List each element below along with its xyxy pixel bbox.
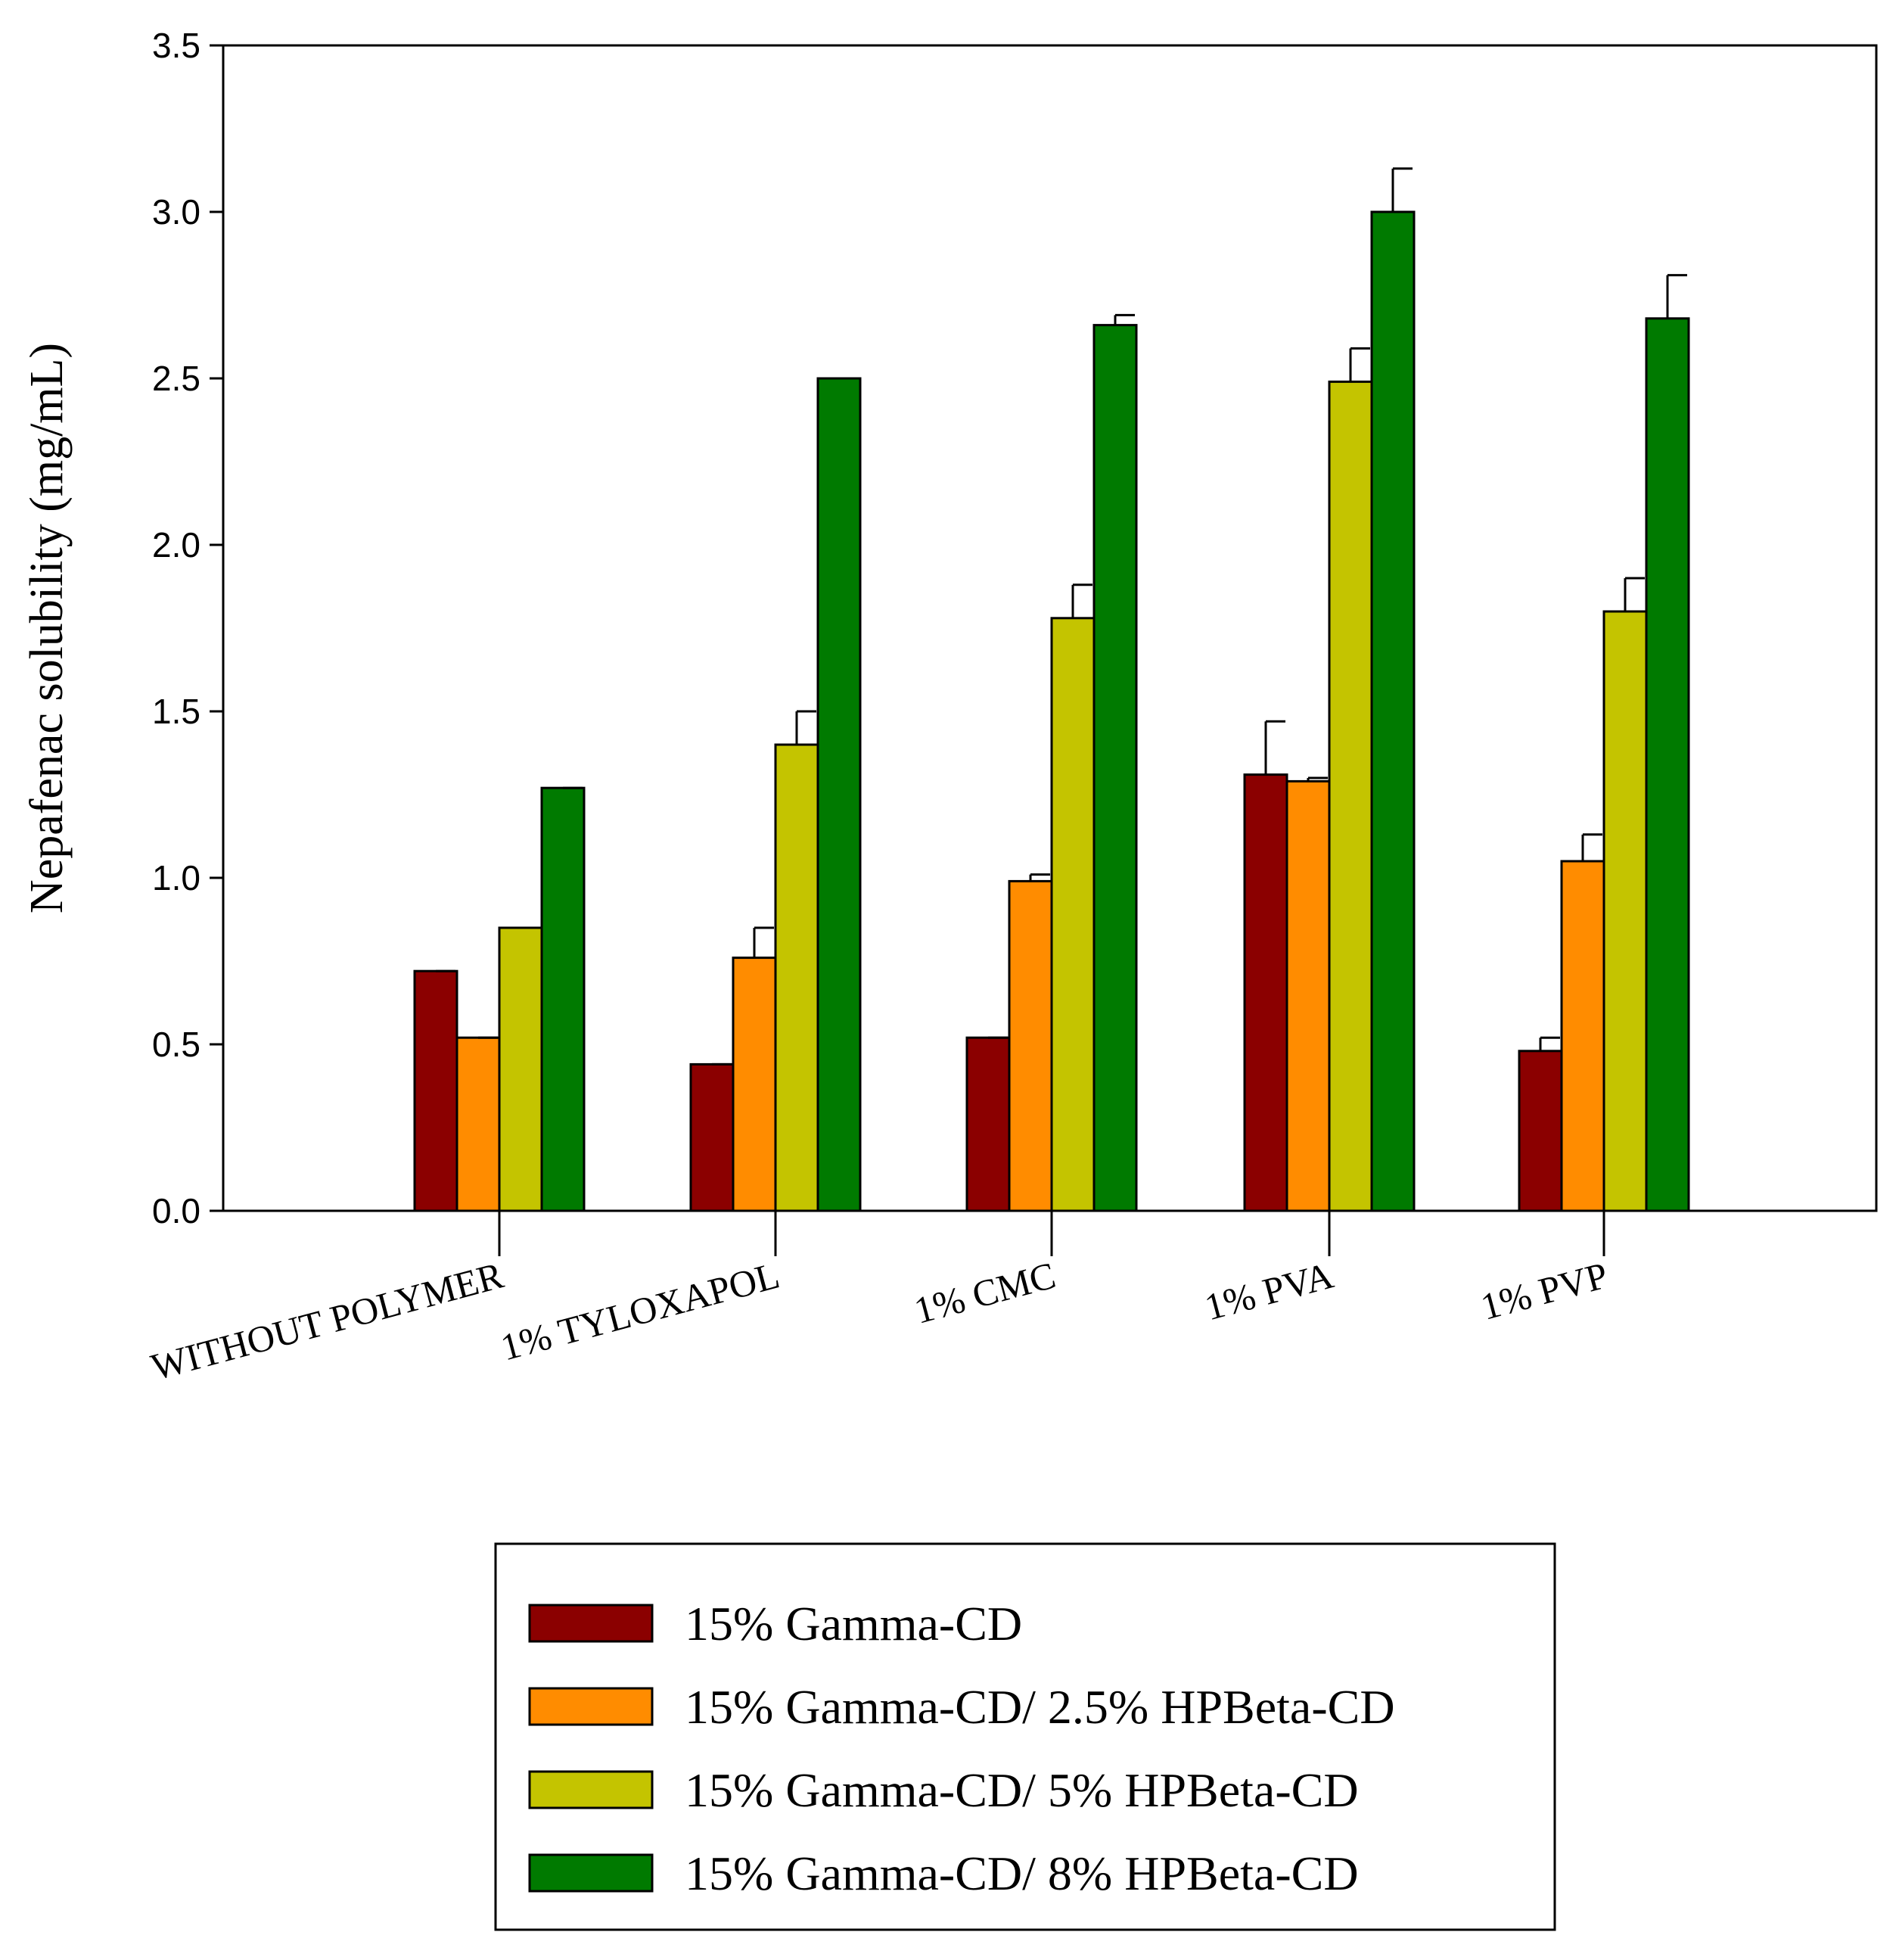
bar-4-2 bbox=[816, 377, 862, 1212]
bar-2-5 bbox=[1560, 860, 1605, 1212]
legend-label: 15% Gamma-CD/ 5% HPBeta-CD bbox=[685, 1763, 1359, 1817]
bar-4-3 bbox=[1092, 324, 1138, 1212]
bar-1-3 bbox=[965, 1036, 1011, 1212]
y-tick-label: 0.5 bbox=[152, 1025, 200, 1064]
bar-3-5 bbox=[1602, 610, 1648, 1212]
legend-label: 15% Gamma-CD/ 2.5% HPBeta-CD bbox=[685, 1680, 1395, 1734]
legend-swatch bbox=[528, 1604, 654, 1643]
bar-4-5 bbox=[1645, 317, 1690, 1212]
y-tick-label: 3.5 bbox=[152, 26, 200, 65]
bar-2-2 bbox=[732, 957, 777, 1212]
x-category-label: 1% TYLOXAPOL bbox=[496, 1254, 784, 1369]
bar-3-2 bbox=[774, 743, 819, 1212]
legend-swatch bbox=[528, 1853, 654, 1893]
x-category-label: WITHOUT POLYMER bbox=[147, 1253, 508, 1388]
bars bbox=[413, 210, 1690, 1212]
legend-swatch bbox=[528, 1687, 654, 1726]
x-category-label: 1% CMC bbox=[910, 1254, 1060, 1332]
bar-4-4 bbox=[1370, 210, 1416, 1212]
x-category-label: 1% PVP bbox=[1476, 1254, 1612, 1328]
plot-area-frame bbox=[222, 44, 1878, 1212]
x-category-label: 1% PVA bbox=[1201, 1254, 1338, 1329]
legend-swatch bbox=[528, 1770, 654, 1809]
bar-4-1 bbox=[540, 786, 586, 1212]
bar-1-5 bbox=[1518, 1050, 1563, 1212]
y-tick-label: 1.0 bbox=[152, 858, 200, 898]
bar-2-4 bbox=[1285, 779, 1331, 1212]
bar-1-2 bbox=[689, 1062, 735, 1212]
y-tick-label: 3.0 bbox=[152, 192, 200, 232]
y-tick-label: 2.0 bbox=[152, 525, 200, 565]
bar-1-1 bbox=[413, 969, 458, 1212]
legend-label: 15% Gamma-CD bbox=[685, 1597, 1022, 1650]
bar-3-4 bbox=[1328, 380, 1373, 1212]
y-axis-ticks: 0.0 0.5 1.0 1.5 2.0 2.5 3.0 3.5 bbox=[152, 26, 223, 1230]
bar-2-3 bbox=[1008, 879, 1053, 1212]
y-tick-label: 1.5 bbox=[152, 692, 200, 731]
y-tick-label: 0.0 bbox=[152, 1191, 200, 1230]
y-axis-title: Nepafenac solubility (mg/mL) bbox=[21, 343, 73, 913]
legend-box bbox=[494, 1542, 1556, 1931]
bar-3-3 bbox=[1050, 617, 1096, 1212]
legend-label: 15% Gamma-CD/ 8% HPBeta-CD bbox=[685, 1846, 1359, 1900]
legend: 15% Gamma-CD 15% Gamma-CD/ 2.5% HPBeta-CD… bbox=[528, 1597, 1395, 1900]
bar-1-4 bbox=[1243, 773, 1288, 1212]
bar-2-1 bbox=[455, 1036, 501, 1212]
error-bars bbox=[436, 167, 1687, 1066]
y-tick-label: 2.5 bbox=[152, 359, 200, 398]
bar-3-1 bbox=[498, 926, 543, 1212]
